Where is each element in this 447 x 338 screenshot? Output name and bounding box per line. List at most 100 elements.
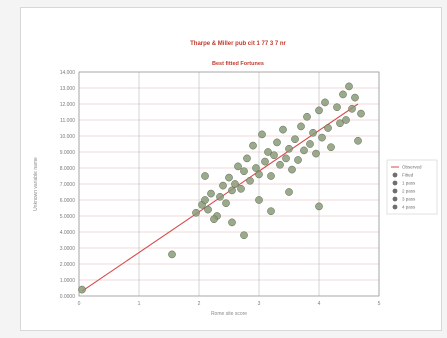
x-tick-label: 3 bbox=[258, 301, 261, 307]
legend-label: 1 pass bbox=[402, 181, 416, 186]
legend-label: Fitted bbox=[402, 173, 414, 178]
data-point bbox=[291, 135, 299, 144]
scatter-chart: Tharpe & Miller pub cit 1 77 3 7 nr Best… bbox=[33, 41, 438, 317]
plot-frame bbox=[78, 71, 380, 297]
tick-labels: 0 1 2 3 4 5 0.0000 1.0000 2.0000 3.0000 4.0000 5.00… bbox=[60, 70, 381, 307]
data-point bbox=[336, 119, 344, 128]
data-point bbox=[258, 130, 266, 139]
data-point bbox=[276, 160, 284, 169]
data-point bbox=[285, 188, 293, 196]
data-point bbox=[321, 98, 329, 107]
chart-subtitle: Best fitted Fortunes bbox=[212, 61, 264, 67]
data-point bbox=[240, 167, 248, 176]
legend-label: Observed bbox=[402, 165, 422, 170]
data-point bbox=[333, 103, 341, 112]
data-point bbox=[315, 106, 323, 115]
data-point bbox=[243, 154, 251, 163]
data-point bbox=[339, 90, 347, 99]
data-point bbox=[351, 93, 359, 102]
data-point bbox=[312, 149, 320, 158]
data-point bbox=[249, 141, 257, 150]
y-tick-label: 14.000 bbox=[60, 70, 76, 76]
data-point bbox=[342, 116, 350, 124]
data-point bbox=[240, 231, 248, 240]
data-point bbox=[78, 285, 86, 294]
y-tick-label: 3.0000 bbox=[60, 246, 76, 252]
legend-label: 2 pass bbox=[402, 189, 416, 194]
y-tick-label: 7.0000 bbox=[60, 182, 76, 188]
legend: Observed Fitted 1 pass 2 pass 3 pass 4 pass bbox=[386, 159, 438, 215]
x-tick-label: 4 bbox=[318, 301, 321, 307]
data-point bbox=[192, 208, 200, 217]
data-point bbox=[318, 133, 326, 142]
y-tick-label: 2.0000 bbox=[60, 262, 76, 268]
data-point bbox=[210, 215, 218, 224]
data-point bbox=[228, 186, 236, 195]
legend-swatch-marker bbox=[392, 196, 398, 202]
data-point bbox=[219, 181, 227, 190]
data-point bbox=[255, 170, 263, 179]
data-point bbox=[255, 196, 263, 204]
data-point bbox=[267, 207, 275, 216]
data-point bbox=[273, 138, 281, 147]
data-point bbox=[300, 146, 308, 155]
data-point bbox=[264, 148, 272, 156]
legend-label: 3 pass bbox=[402, 197, 416, 202]
data-point bbox=[237, 184, 245, 193]
data-point bbox=[327, 143, 335, 152]
data-point bbox=[228, 218, 236, 227]
data-point bbox=[279, 125, 287, 134]
data-points bbox=[78, 82, 365, 294]
data-point bbox=[354, 136, 362, 145]
data-point bbox=[216, 192, 224, 201]
legend-swatch-marker bbox=[392, 204, 398, 210]
data-point bbox=[309, 128, 317, 137]
data-point bbox=[204, 205, 212, 214]
x-tick-label: 1 bbox=[138, 301, 141, 307]
y-tick-label: 13.000 bbox=[60, 86, 76, 92]
data-point bbox=[297, 122, 305, 131]
data-point bbox=[303, 112, 311, 121]
data-point bbox=[270, 151, 278, 160]
legend-swatch-marker bbox=[392, 188, 398, 194]
data-point bbox=[201, 172, 209, 180]
y-tick-label: 5.0000 bbox=[60, 214, 76, 220]
data-point bbox=[345, 82, 353, 91]
data-point bbox=[267, 172, 275, 180]
data-point bbox=[231, 180, 239, 188]
axes bbox=[78, 71, 380, 297]
y-tick-label: 9.0000 bbox=[60, 150, 76, 156]
x-tick-label: 5 bbox=[378, 301, 381, 307]
data-point bbox=[306, 140, 314, 148]
x-tick-label: 2 bbox=[198, 301, 201, 307]
y-tick-label: 8.0000 bbox=[60, 166, 76, 172]
y-tick-label: 6.0000 bbox=[60, 198, 76, 204]
chart-card: Tharpe & Miller pub cit 1 77 3 7 nr Best… bbox=[20, 7, 442, 331]
data-point bbox=[222, 199, 230, 208]
y-tick-label: 4.0000 bbox=[60, 230, 76, 236]
data-point bbox=[168, 250, 176, 259]
data-point bbox=[252, 164, 260, 172]
y-tick-label: 11.000 bbox=[60, 118, 75, 124]
y-tick-label: 12.000 bbox=[60, 102, 76, 108]
legend-swatch-marker bbox=[392, 180, 398, 186]
data-point bbox=[246, 176, 254, 185]
legend-label: 4 pass bbox=[402, 205, 416, 210]
data-point bbox=[234, 162, 242, 171]
data-point bbox=[357, 109, 365, 118]
data-point bbox=[294, 156, 302, 164]
legend-swatch-marker bbox=[392, 172, 398, 178]
data-point bbox=[324, 124, 332, 132]
y-axis-label: Unknown variable name bbox=[33, 157, 39, 211]
chart-title: Tharpe & Miller pub cit 1 77 3 7 nr bbox=[190, 41, 286, 47]
x-tick-label: 0 bbox=[78, 301, 81, 307]
data-point bbox=[207, 189, 215, 198]
x-axis-label: Rome site score bbox=[211, 311, 247, 317]
data-point bbox=[261, 157, 269, 166]
data-point bbox=[201, 196, 209, 204]
data-point bbox=[288, 165, 296, 174]
data-point bbox=[315, 202, 323, 211]
data-point bbox=[225, 173, 233, 182]
data-point bbox=[285, 144, 293, 153]
